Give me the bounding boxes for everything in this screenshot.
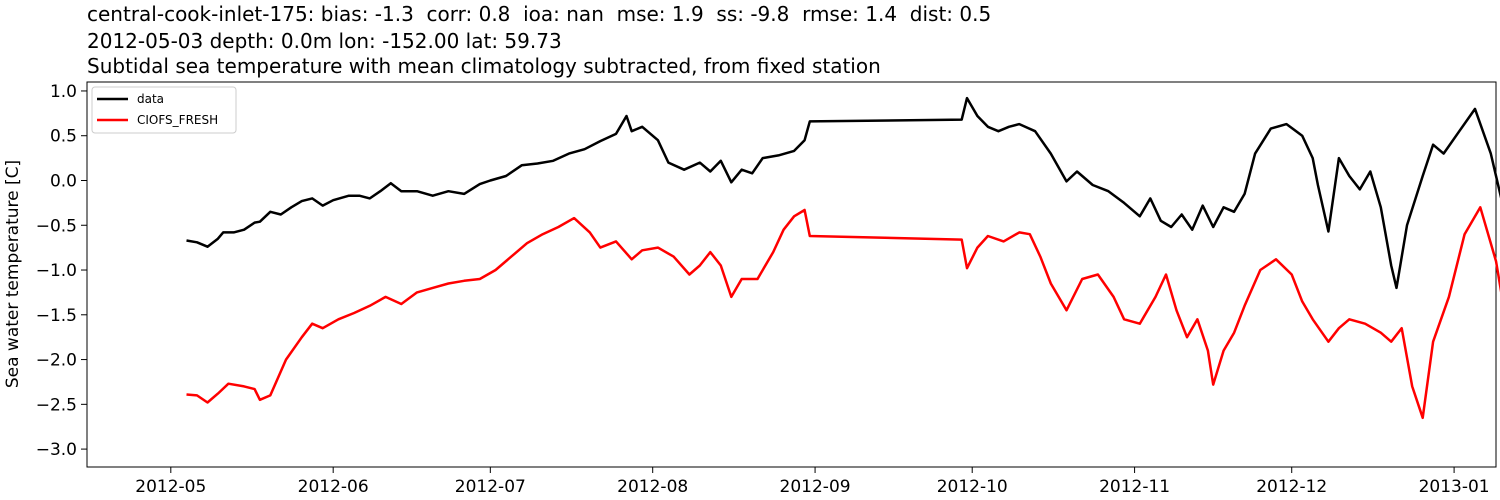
legend-label: CIOFS_FRESH	[137, 113, 218, 127]
y-tick-label: −1.5	[36, 306, 77, 326]
y-tick-label: −0.5	[36, 216, 77, 236]
chart-title-line-3: Subtidal sea temperature with mean clima…	[87, 54, 881, 78]
x-tick-label: 2012-09	[780, 477, 851, 497]
x-tick-label: 2012-08	[617, 477, 688, 497]
y-axis: 1.0 0.5 0.0 −0.5 −1.0 −1.5 −2.0 −2.5 −3.0	[36, 82, 87, 460]
y-tick-label: −2.0	[36, 351, 77, 371]
x-tick-label: 2012-06	[298, 477, 369, 497]
y-tick-label: −3.0	[36, 440, 77, 460]
x-tick-label: 2012-10	[937, 477, 1008, 497]
y-tick-label: −2.5	[36, 395, 77, 415]
y-tick-label: −1.0	[36, 261, 77, 281]
y-axis-label: Sea water temperature [C]	[3, 160, 23, 388]
x-tick-label: 2012-11	[1099, 477, 1170, 497]
x-tick-label: 2013-01	[1419, 477, 1490, 497]
legend-label: data	[137, 92, 164, 106]
y-tick-label: 0.0	[50, 171, 77, 191]
series-line-data	[186, 96, 1500, 290]
chart-title-line-2: 2012-05-03 depth: 0.0m lon: -152.00 lat:…	[87, 29, 562, 53]
series-line-ciofs-fresh	[186, 206, 1500, 420]
x-tick-label: 2012-07	[455, 477, 526, 497]
x-axis: 2012-05 2012-06 2012-07 2012-08 2012-09 2012-…	[135, 467, 1490, 497]
y-tick-label: 1.0	[50, 82, 77, 102]
chart-title-line-1: central-cook-inlet-175: bias: -1.3 corr:…	[87, 2, 992, 26]
x-tick-label: 2012-12	[1256, 477, 1327, 497]
plot-area	[86, 81, 1497, 468]
series-layer	[186, 96, 1500, 420]
y-tick-label: 0.5	[50, 127, 77, 147]
x-tick-label: 2012-05	[135, 477, 206, 497]
legend: data CIOFS_FRESH	[91, 86, 237, 134]
